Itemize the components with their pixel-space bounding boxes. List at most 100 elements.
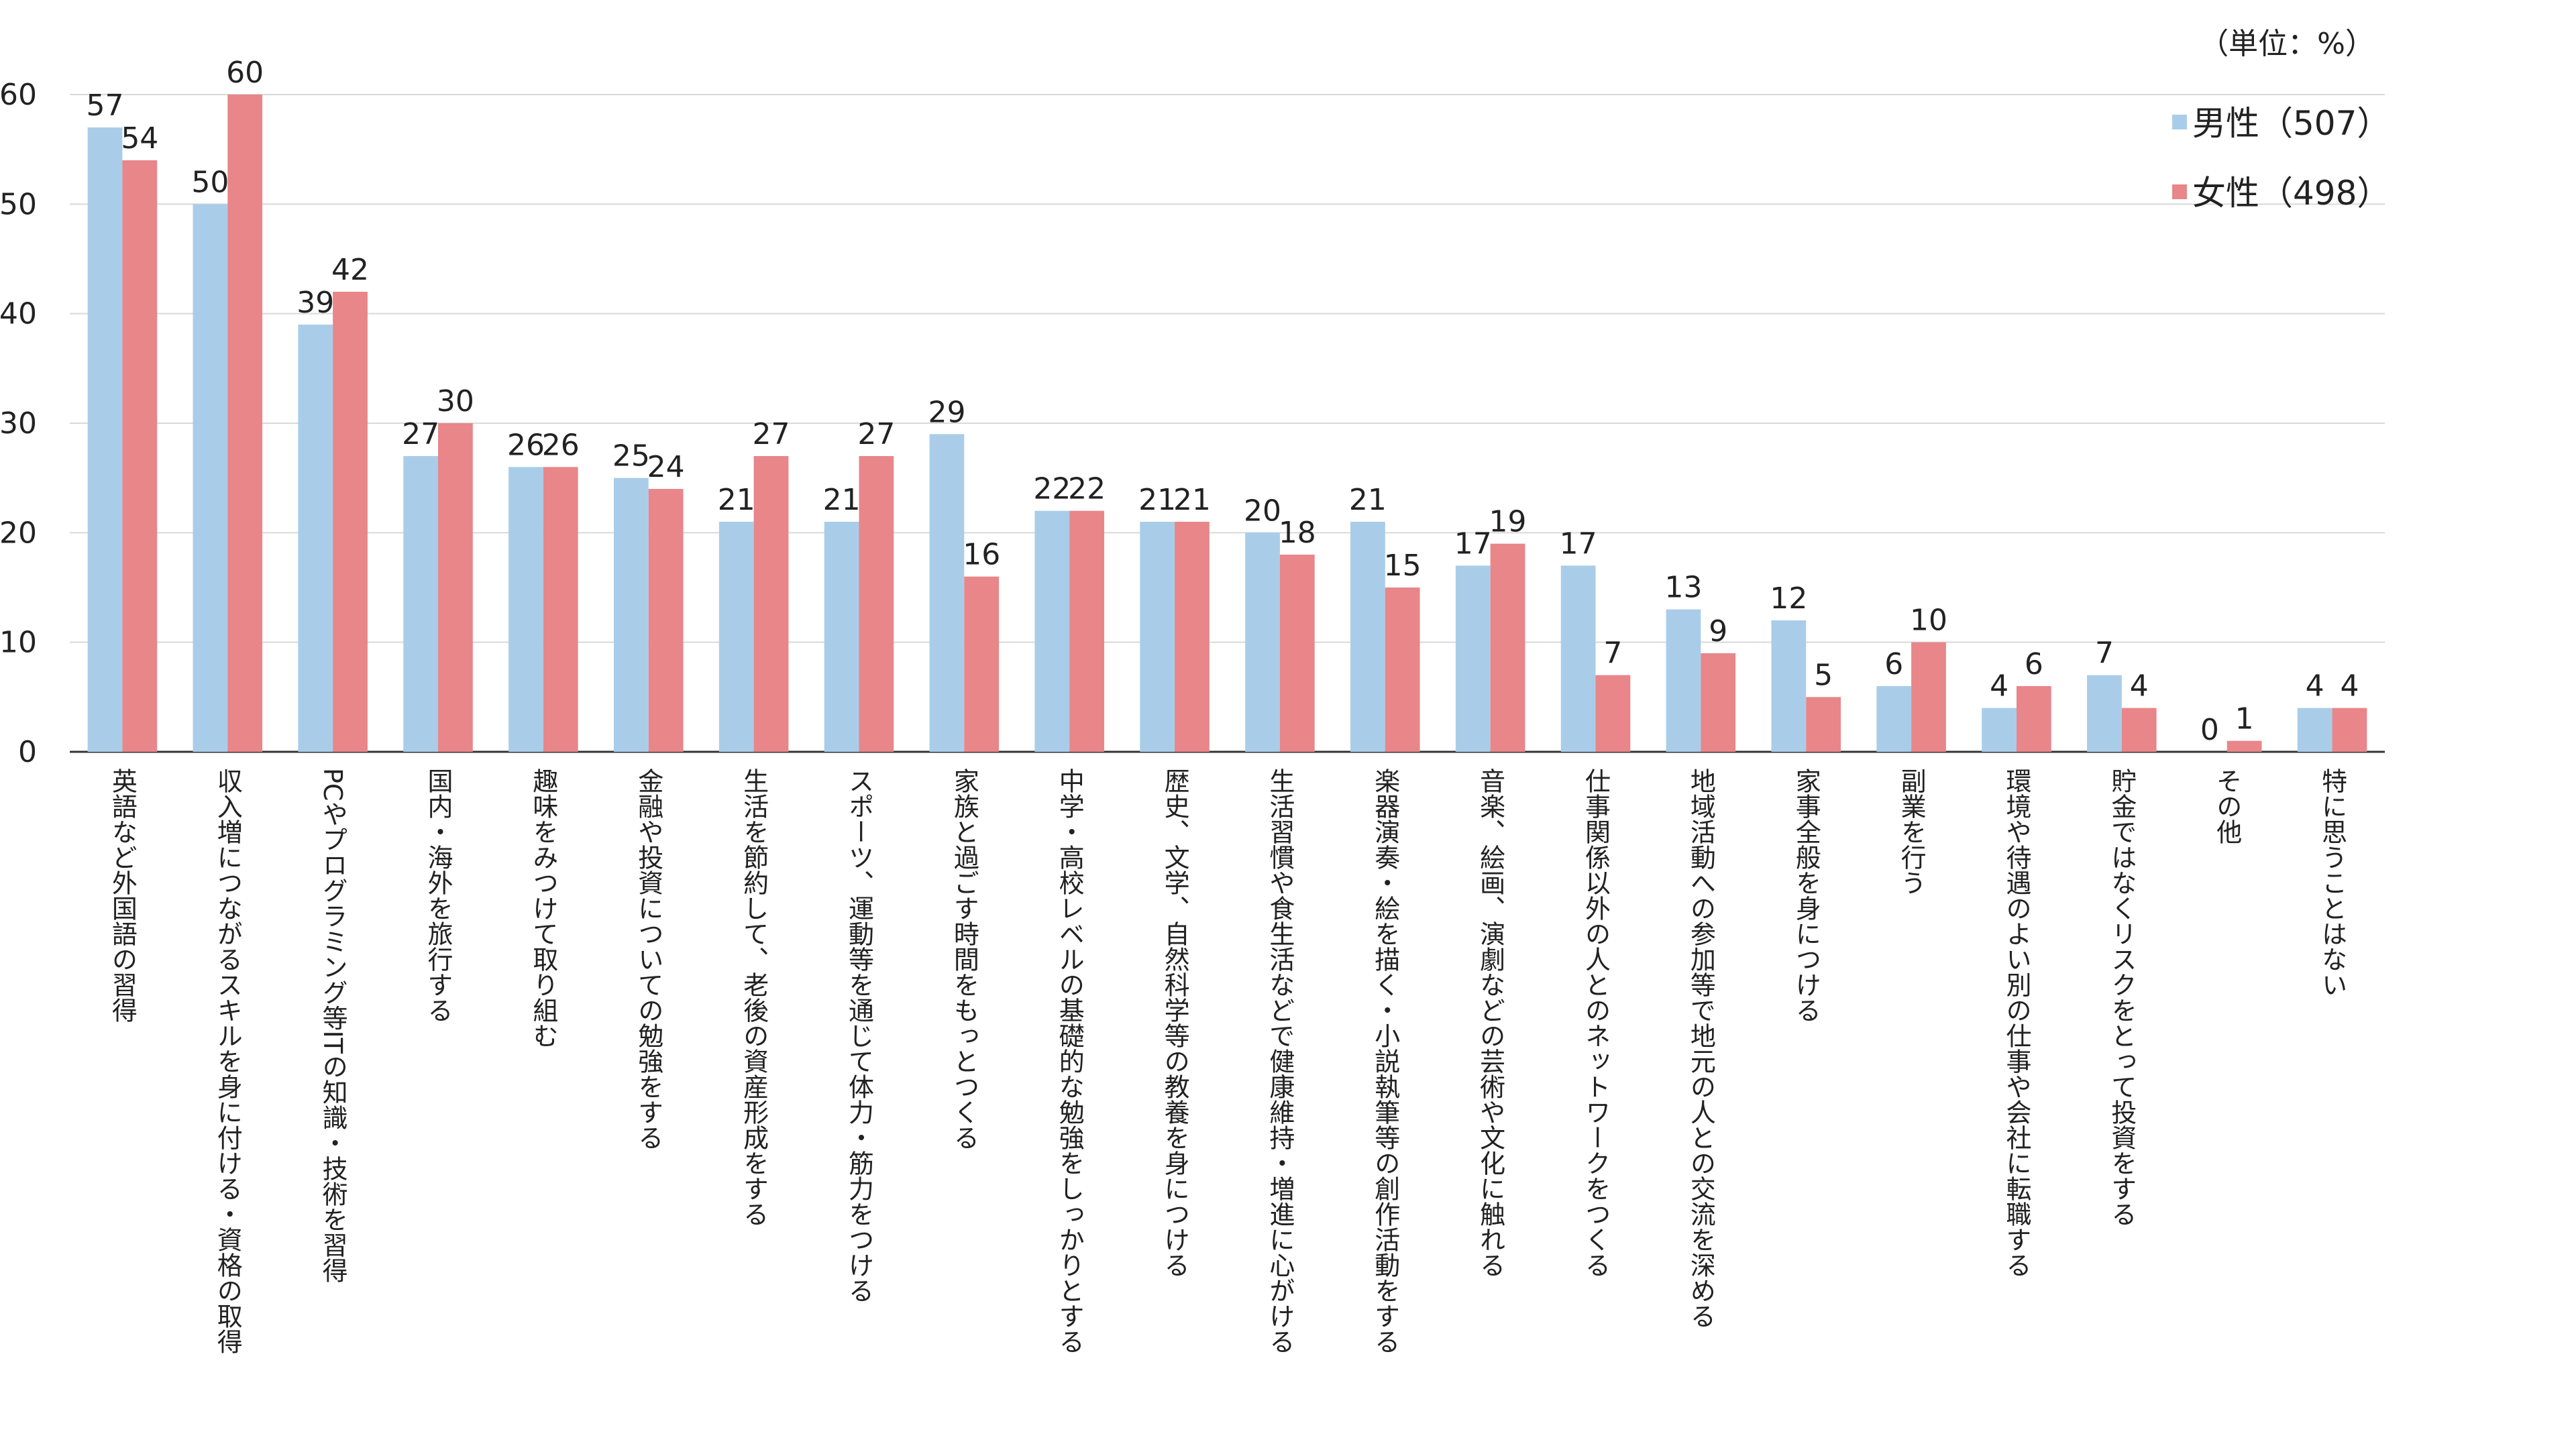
y-tick-label: 0	[18, 735, 37, 769]
value-label: 21	[1173, 483, 1211, 517]
x-tick-label: 音楽、絵画、演劇などの芸術や文化に触れる	[1476, 768, 1505, 1278]
value-label: 4	[2340, 669, 2359, 704]
bar	[1279, 555, 1315, 752]
bar	[438, 423, 473, 752]
value-label: 21	[718, 483, 755, 517]
bar	[1666, 609, 1701, 752]
value-label: 17	[1560, 526, 1597, 561]
value-label: 60	[226, 56, 264, 90]
value-label: 4	[2306, 669, 2324, 704]
value-label: 4	[2130, 669, 2149, 704]
bar	[122, 160, 158, 752]
x-tick-label: 仕事関係以外の人とのネットワークをつくる	[1581, 768, 1611, 1278]
bar	[1385, 587, 1420, 752]
value-label: 15	[1384, 549, 1421, 583]
x-tick-label: 貯金ではなくリスクをとって投資をする	[2107, 768, 2137, 1227]
value-label: 22	[1033, 472, 1071, 506]
value-label: 1	[2235, 702, 2254, 736]
bar	[718, 522, 754, 752]
unit-note: （単位：%）	[2199, 27, 2375, 61]
bar	[1701, 653, 1736, 752]
x-tick-label: 中学・高校レベルの基礎的な勉強をしっかりとする	[1055, 768, 1084, 1354]
x-tick-label: PCやプログラミング等ITの知識・技術を習得	[318, 768, 347, 1283]
bar	[2332, 708, 2367, 752]
legend-label: 男性（507）	[2192, 104, 2390, 143]
y-tick-label: 30	[0, 406, 37, 441]
value-label: 57	[87, 89, 124, 123]
bar	[543, 467, 578, 752]
value-label: 29	[928, 395, 965, 429]
value-label: 22	[1068, 472, 1106, 506]
value-label: 21	[1138, 483, 1176, 517]
y-tick-label: 20	[0, 516, 37, 550]
value-label: 12	[1770, 581, 1807, 616]
x-tick-label: 副業を行う	[1896, 768, 1926, 895]
value-label: 30	[437, 384, 474, 418]
x-tick-label: 特に思うことはない	[2318, 768, 2347, 997]
bar	[2087, 675, 2122, 752]
bar	[1140, 522, 1175, 752]
value-label: 18	[1279, 516, 1316, 550]
y-tick-label: 40	[0, 297, 37, 331]
value-label: 27	[402, 417, 439, 451]
value-label: 16	[963, 538, 1000, 572]
value-label: 17	[1454, 526, 1492, 561]
legend-swatch	[2172, 115, 2187, 129]
value-label: 26	[542, 428, 580, 462]
value-label: 21	[1349, 483, 1387, 517]
bar	[648, 489, 684, 752]
bar	[2226, 740, 2262, 752]
bar	[929, 434, 965, 752]
x-tick-label: 生活を節約して、老後の資産形成をする	[739, 768, 769, 1227]
value-label: 19	[1489, 505, 1527, 539]
bar	[1245, 533, 1280, 752]
bar	[613, 478, 649, 752]
bar	[2297, 708, 2332, 752]
x-tick-label: 家事全般を身につける	[1791, 768, 1821, 1023]
bar	[1560, 565, 1596, 752]
y-tick-label: 50	[0, 187, 37, 221]
bar	[508, 467, 543, 752]
value-label: 10	[1910, 604, 1947, 638]
value-label: 39	[297, 286, 334, 320]
legend-label: 女性（498）	[2192, 174, 2390, 213]
x-tick-label: 収入増につながるスキルを身に付ける・資格の取得	[213, 768, 242, 1354]
bar	[753, 456, 789, 752]
bar	[1350, 522, 1385, 752]
value-label: 13	[1665, 571, 1703, 605]
bar	[403, 456, 439, 752]
bar	[1490, 543, 1525, 752]
bar	[2016, 686, 2051, 752]
x-tick-label: 金融や投資についての勉強をする	[634, 768, 663, 1150]
value-label: 26	[507, 428, 545, 462]
bar	[298, 325, 333, 752]
bar	[964, 576, 1000, 752]
x-tick-label: 英語など外国語の習得	[107, 768, 137, 1023]
x-tick-label: 生活習慣や食生活などで健康維持・増進に心がける	[1265, 768, 1295, 1354]
value-label: 6	[2025, 647, 2043, 681]
y-tick-label: 10	[0, 626, 37, 660]
value-label: 21	[823, 483, 861, 517]
x-tick-label: 国内・海外を旅行する	[423, 768, 453, 1023]
bar	[1069, 510, 1104, 752]
x-tick-label: 趣味をみつけて取り組む	[529, 768, 558, 1048]
bar	[1982, 708, 2017, 752]
bar	[1034, 510, 1070, 752]
value-label: 24	[647, 450, 685, 484]
x-tick-label: 歴史、文学、自然科学等の教養を身につける	[1160, 768, 1189, 1278]
x-tick-label: 楽器演奏・絵を描く・小説執筆等の創作活動をする	[1371, 768, 1400, 1354]
bar	[193, 204, 228, 752]
value-label: 25	[612, 439, 650, 473]
bar	[824, 522, 859, 752]
bar	[87, 127, 123, 752]
value-label: 9	[1709, 614, 1727, 649]
value-label: 0	[2200, 713, 2219, 747]
bar	[227, 95, 263, 752]
value-label: 54	[121, 121, 158, 156]
bar	[1876, 686, 1912, 752]
bar	[1175, 522, 1210, 752]
value-label: 7	[2095, 636, 2114, 671]
bar	[2121, 708, 2157, 752]
value-label: 7	[1603, 636, 1622, 671]
